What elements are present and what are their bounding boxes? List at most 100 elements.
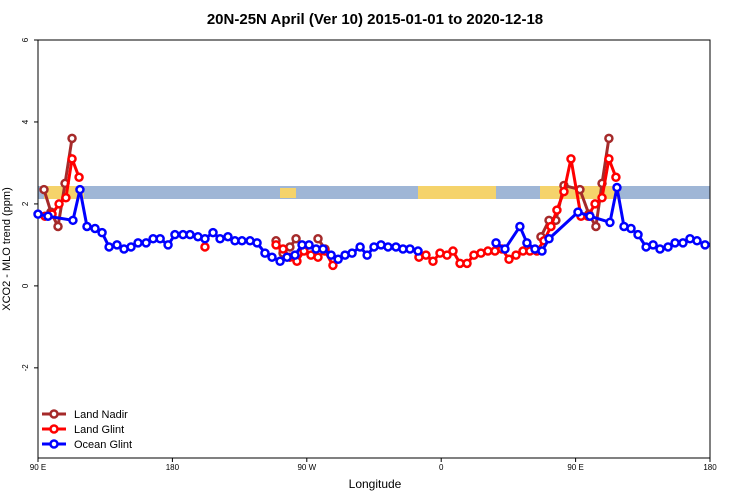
point [82, 221, 92, 232]
point [663, 242, 673, 252]
point [313, 234, 323, 244]
point [208, 227, 218, 238]
point [75, 184, 85, 195]
y-tick-label: 2 [21, 201, 30, 206]
point [515, 221, 525, 232]
point [552, 205, 562, 215]
point [223, 231, 233, 242]
legend-label: Ocean Glint [74, 439, 132, 451]
land-strip [280, 188, 296, 198]
point [155, 234, 165, 244]
point [278, 244, 288, 254]
y-tick-label: 4 [21, 119, 30, 124]
point [442, 250, 452, 260]
point [670, 238, 680, 248]
point [185, 229, 195, 240]
chart-title: 20N-25N April (Ver 10) 2015-01-01 to 202… [207, 11, 543, 28]
map-strip [38, 186, 710, 199]
point [291, 234, 301, 244]
point [383, 242, 393, 252]
point [237, 236, 247, 246]
x-tick-label: 180 [703, 463, 717, 472]
point [318, 244, 328, 254]
point [54, 199, 64, 209]
point [462, 258, 472, 269]
point [597, 193, 607, 203]
point [170, 229, 180, 240]
point [633, 229, 643, 240]
point [67, 154, 77, 164]
point [112, 240, 122, 250]
point [692, 236, 702, 246]
point [500, 244, 510, 254]
point [655, 244, 665, 254]
point [585, 211, 595, 221]
x-axis-label: Longitude [349, 477, 402, 491]
point [104, 242, 114, 252]
point [362, 250, 372, 260]
point [504, 254, 514, 264]
legend-marker [49, 409, 59, 419]
point [537, 246, 547, 256]
point [67, 133, 77, 144]
y-tick-label: 0 [21, 283, 30, 288]
point [200, 234, 210, 244]
legend-label: Land Nadir [74, 409, 128, 421]
point [326, 250, 336, 260]
point [313, 252, 323, 262]
legend-label: Land Glint [74, 424, 124, 436]
point [163, 240, 173, 250]
point [260, 248, 270, 258]
point [566, 154, 576, 164]
point [304, 240, 314, 250]
x-tick-label: 90 E [30, 463, 46, 472]
point [522, 238, 532, 248]
point [267, 252, 277, 262]
point [421, 250, 431, 260]
y-tick-label: -2 [21, 364, 30, 372]
point [290, 250, 300, 260]
point [90, 223, 100, 234]
point [200, 242, 210, 252]
point [604, 133, 614, 144]
x-tick-label: 90 E [567, 463, 583, 472]
y-tick-label: 6 [21, 37, 30, 42]
point [573, 207, 583, 217]
point [626, 223, 636, 234]
point [448, 246, 458, 256]
point [328, 260, 338, 271]
point [604, 154, 614, 164]
series [40, 153, 621, 271]
x-tick-label: 90 W [297, 463, 316, 472]
point [333, 254, 343, 264]
point [53, 221, 63, 232]
plot-frame [37, 39, 711, 459]
point [605, 217, 615, 228]
point [591, 221, 601, 232]
legend-marker [49, 424, 59, 434]
x-tick-label: 180 [166, 463, 180, 472]
point [347, 248, 357, 258]
point [612, 182, 622, 193]
point [611, 172, 621, 183]
point [413, 246, 423, 256]
point [271, 240, 281, 250]
point [648, 240, 658, 250]
point [74, 172, 84, 183]
point [39, 184, 49, 195]
point [133, 238, 143, 248]
point [511, 250, 521, 260]
point [43, 211, 53, 221]
land-strip [418, 186, 496, 199]
point [590, 199, 600, 209]
point [491, 238, 501, 248]
point [405, 244, 415, 254]
legend-marker [49, 439, 59, 449]
point [275, 256, 285, 267]
point [428, 256, 438, 267]
point [61, 193, 71, 203]
x-tick-label: 0 [439, 463, 444, 472]
point [252, 238, 262, 248]
point [141, 238, 151, 248]
